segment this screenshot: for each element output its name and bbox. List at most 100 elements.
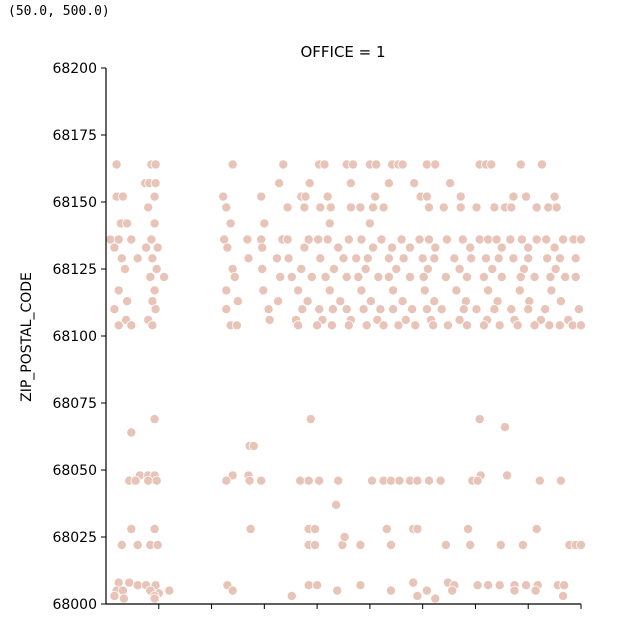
- y-axis-label: ZIP_POSTAL_CODE: [19, 272, 35, 402]
- data-point: [274, 178, 285, 189]
- data-point: [421, 191, 432, 202]
- data-point: [478, 271, 489, 282]
- data-point: [232, 296, 243, 307]
- data-point: [282, 202, 293, 213]
- data-point: [315, 253, 326, 264]
- data-point: [523, 304, 534, 315]
- data-point: [404, 242, 415, 253]
- data-point: [391, 263, 402, 274]
- data-point: [397, 159, 408, 170]
- data-point: [227, 470, 238, 481]
- data-point: [483, 234, 494, 245]
- data-point: [225, 218, 236, 229]
- data-point: [164, 585, 175, 596]
- data-point: [306, 271, 317, 282]
- data-point: [466, 253, 477, 264]
- data-point: [428, 320, 439, 331]
- data-point: [126, 524, 137, 535]
- data-point: [263, 304, 274, 315]
- data-point: [535, 314, 546, 325]
- data-point: [385, 540, 396, 551]
- data-point: [332, 585, 343, 596]
- data-point: [423, 234, 434, 245]
- data-point: [489, 304, 500, 315]
- data-point: [331, 499, 342, 510]
- data-point: [312, 320, 323, 331]
- data-point: [227, 159, 238, 170]
- data-point: [222, 242, 233, 253]
- data-point: [368, 202, 379, 213]
- data-point: [132, 580, 143, 591]
- data-point: [512, 320, 523, 331]
- data-point: [394, 475, 405, 486]
- data-point: [461, 320, 472, 331]
- data-point: [124, 577, 135, 588]
- data-point: [554, 320, 565, 331]
- data-point: [536, 159, 547, 170]
- data-point: [458, 304, 469, 315]
- y-tick-label: 68000: [52, 597, 97, 613]
- data-point: [328, 263, 339, 274]
- data-point: [126, 427, 137, 438]
- data-point: [515, 159, 526, 170]
- data-point: [521, 191, 532, 202]
- data-point: [351, 253, 362, 264]
- data-point: [149, 285, 160, 296]
- data-point: [278, 159, 289, 170]
- x-axis: [106, 603, 582, 609]
- data-point: [315, 202, 326, 213]
- data-point: [417, 253, 428, 264]
- data-point: [109, 242, 120, 253]
- y-tick-label: 68075: [52, 396, 97, 412]
- data-point: [271, 253, 282, 264]
- cell-output-text: (50.0, 500.0): [8, 4, 110, 19]
- data-point: [508, 191, 519, 202]
- data-point: [335, 296, 346, 307]
- data-point: [454, 263, 465, 274]
- data-point: [152, 242, 163, 253]
- data-point: [113, 285, 124, 296]
- data-point: [116, 540, 127, 551]
- data-point: [120, 263, 131, 274]
- data-point: [573, 304, 584, 315]
- y-tick-label: 68150: [52, 195, 97, 211]
- data-point: [523, 242, 534, 253]
- data-point: [149, 191, 160, 202]
- data-point: [387, 242, 398, 253]
- data-point: [370, 191, 381, 202]
- data-point: [441, 234, 452, 245]
- data-point: [465, 540, 476, 551]
- data-point: [117, 191, 128, 202]
- data-point: [474, 234, 485, 245]
- data-point: [151, 475, 162, 486]
- data-point: [398, 253, 409, 264]
- data-point: [509, 585, 520, 596]
- data-point: [442, 320, 453, 331]
- data-point: [341, 271, 352, 282]
- data-point: [322, 191, 333, 202]
- data-point: [407, 304, 418, 315]
- data-point: [150, 304, 161, 315]
- data-point: [567, 320, 578, 331]
- data-point: [515, 271, 526, 282]
- data-point: [549, 242, 560, 253]
- data-point: [530, 585, 541, 596]
- data-point: [264, 314, 275, 325]
- data-point: [555, 475, 566, 486]
- data-point: [483, 580, 494, 591]
- data-point: [343, 234, 354, 245]
- data-point: [549, 191, 560, 202]
- data-point: [397, 296, 408, 307]
- data-point: [430, 242, 441, 253]
- data-point: [429, 253, 440, 264]
- data-point: [299, 242, 310, 253]
- data-point: [256, 475, 267, 486]
- data-point: [381, 524, 392, 535]
- data-point: [360, 263, 371, 274]
- data-point: [231, 320, 242, 331]
- data-point: [320, 271, 331, 282]
- data-point: [531, 234, 542, 245]
- data-point: [273, 296, 284, 307]
- data-point: [540, 304, 551, 315]
- data-point: [229, 271, 240, 282]
